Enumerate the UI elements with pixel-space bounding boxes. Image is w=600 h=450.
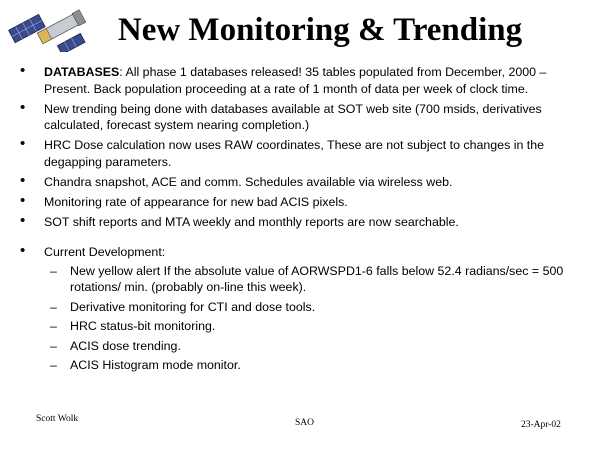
- bullet-text: SOT shift reports and MTA weekly and mon…: [44, 214, 459, 229]
- bullet-text: Chandra snapshot, ACE and comm. Schedule…: [44, 174, 453, 189]
- bullet-text: : All phase 1 databases released! 35 tab…: [44, 65, 547, 96]
- bullet-text: New trending being done with databases a…: [44, 101, 542, 133]
- bullet-item: SOT shift reports and MTA weekly and mon…: [20, 213, 590, 231]
- bullet-text: HRC Dose calculation now uses RAW coordi…: [44, 138, 545, 169]
- chandra-satellite-icon: [8, 9, 87, 52]
- bullet-text: Monitoring rate of appearance for new ba…: [44, 194, 348, 209]
- bullet-item: DATABASES: All phase 1 databases release…: [20, 63, 590, 97]
- slide-title: New Monitoring & Trending: [117, 12, 523, 48]
- sub-bullet-item: HRC status-bit monitoring.: [44, 318, 590, 335]
- footer-date: 23-Apr-02: [521, 420, 561, 430]
- sub-bullet-item: Derivative monitoring for CTI and dose t…: [44, 299, 590, 316]
- bullet-item: HRC Dose calculation now uses RAW coordi…: [20, 136, 590, 170]
- bullet-lead: DATABASES: [44, 65, 120, 79]
- sub-bullet-item: ACIS dose trending.: [44, 338, 590, 355]
- bullet-item: Chandra snapshot, ACE and comm. Schedule…: [20, 173, 590, 191]
- footer-org: SAO: [295, 418, 315, 428]
- current-development-label: Current Development:: [44, 245, 166, 259]
- sub-bullet-item: New yellow alert If the absolute value o…: [44, 263, 590, 296]
- sub-bullet-list: New yellow alert If the absolute value o…: [44, 263, 590, 374]
- bullet-item-current-development: Current Development: New yellow alert If…: [20, 243, 590, 374]
- bullet-item: Monitoring rate of appearance for new ba…: [20, 193, 590, 211]
- sub-bullet-item: ACIS Histogram mode monitor.: [44, 357, 590, 374]
- bullet-list: DATABASES: All phase 1 databases release…: [20, 63, 590, 377]
- footer-author: Scott Wolk: [36, 414, 79, 424]
- bullet-item: New trending being done with databases a…: [20, 100, 590, 134]
